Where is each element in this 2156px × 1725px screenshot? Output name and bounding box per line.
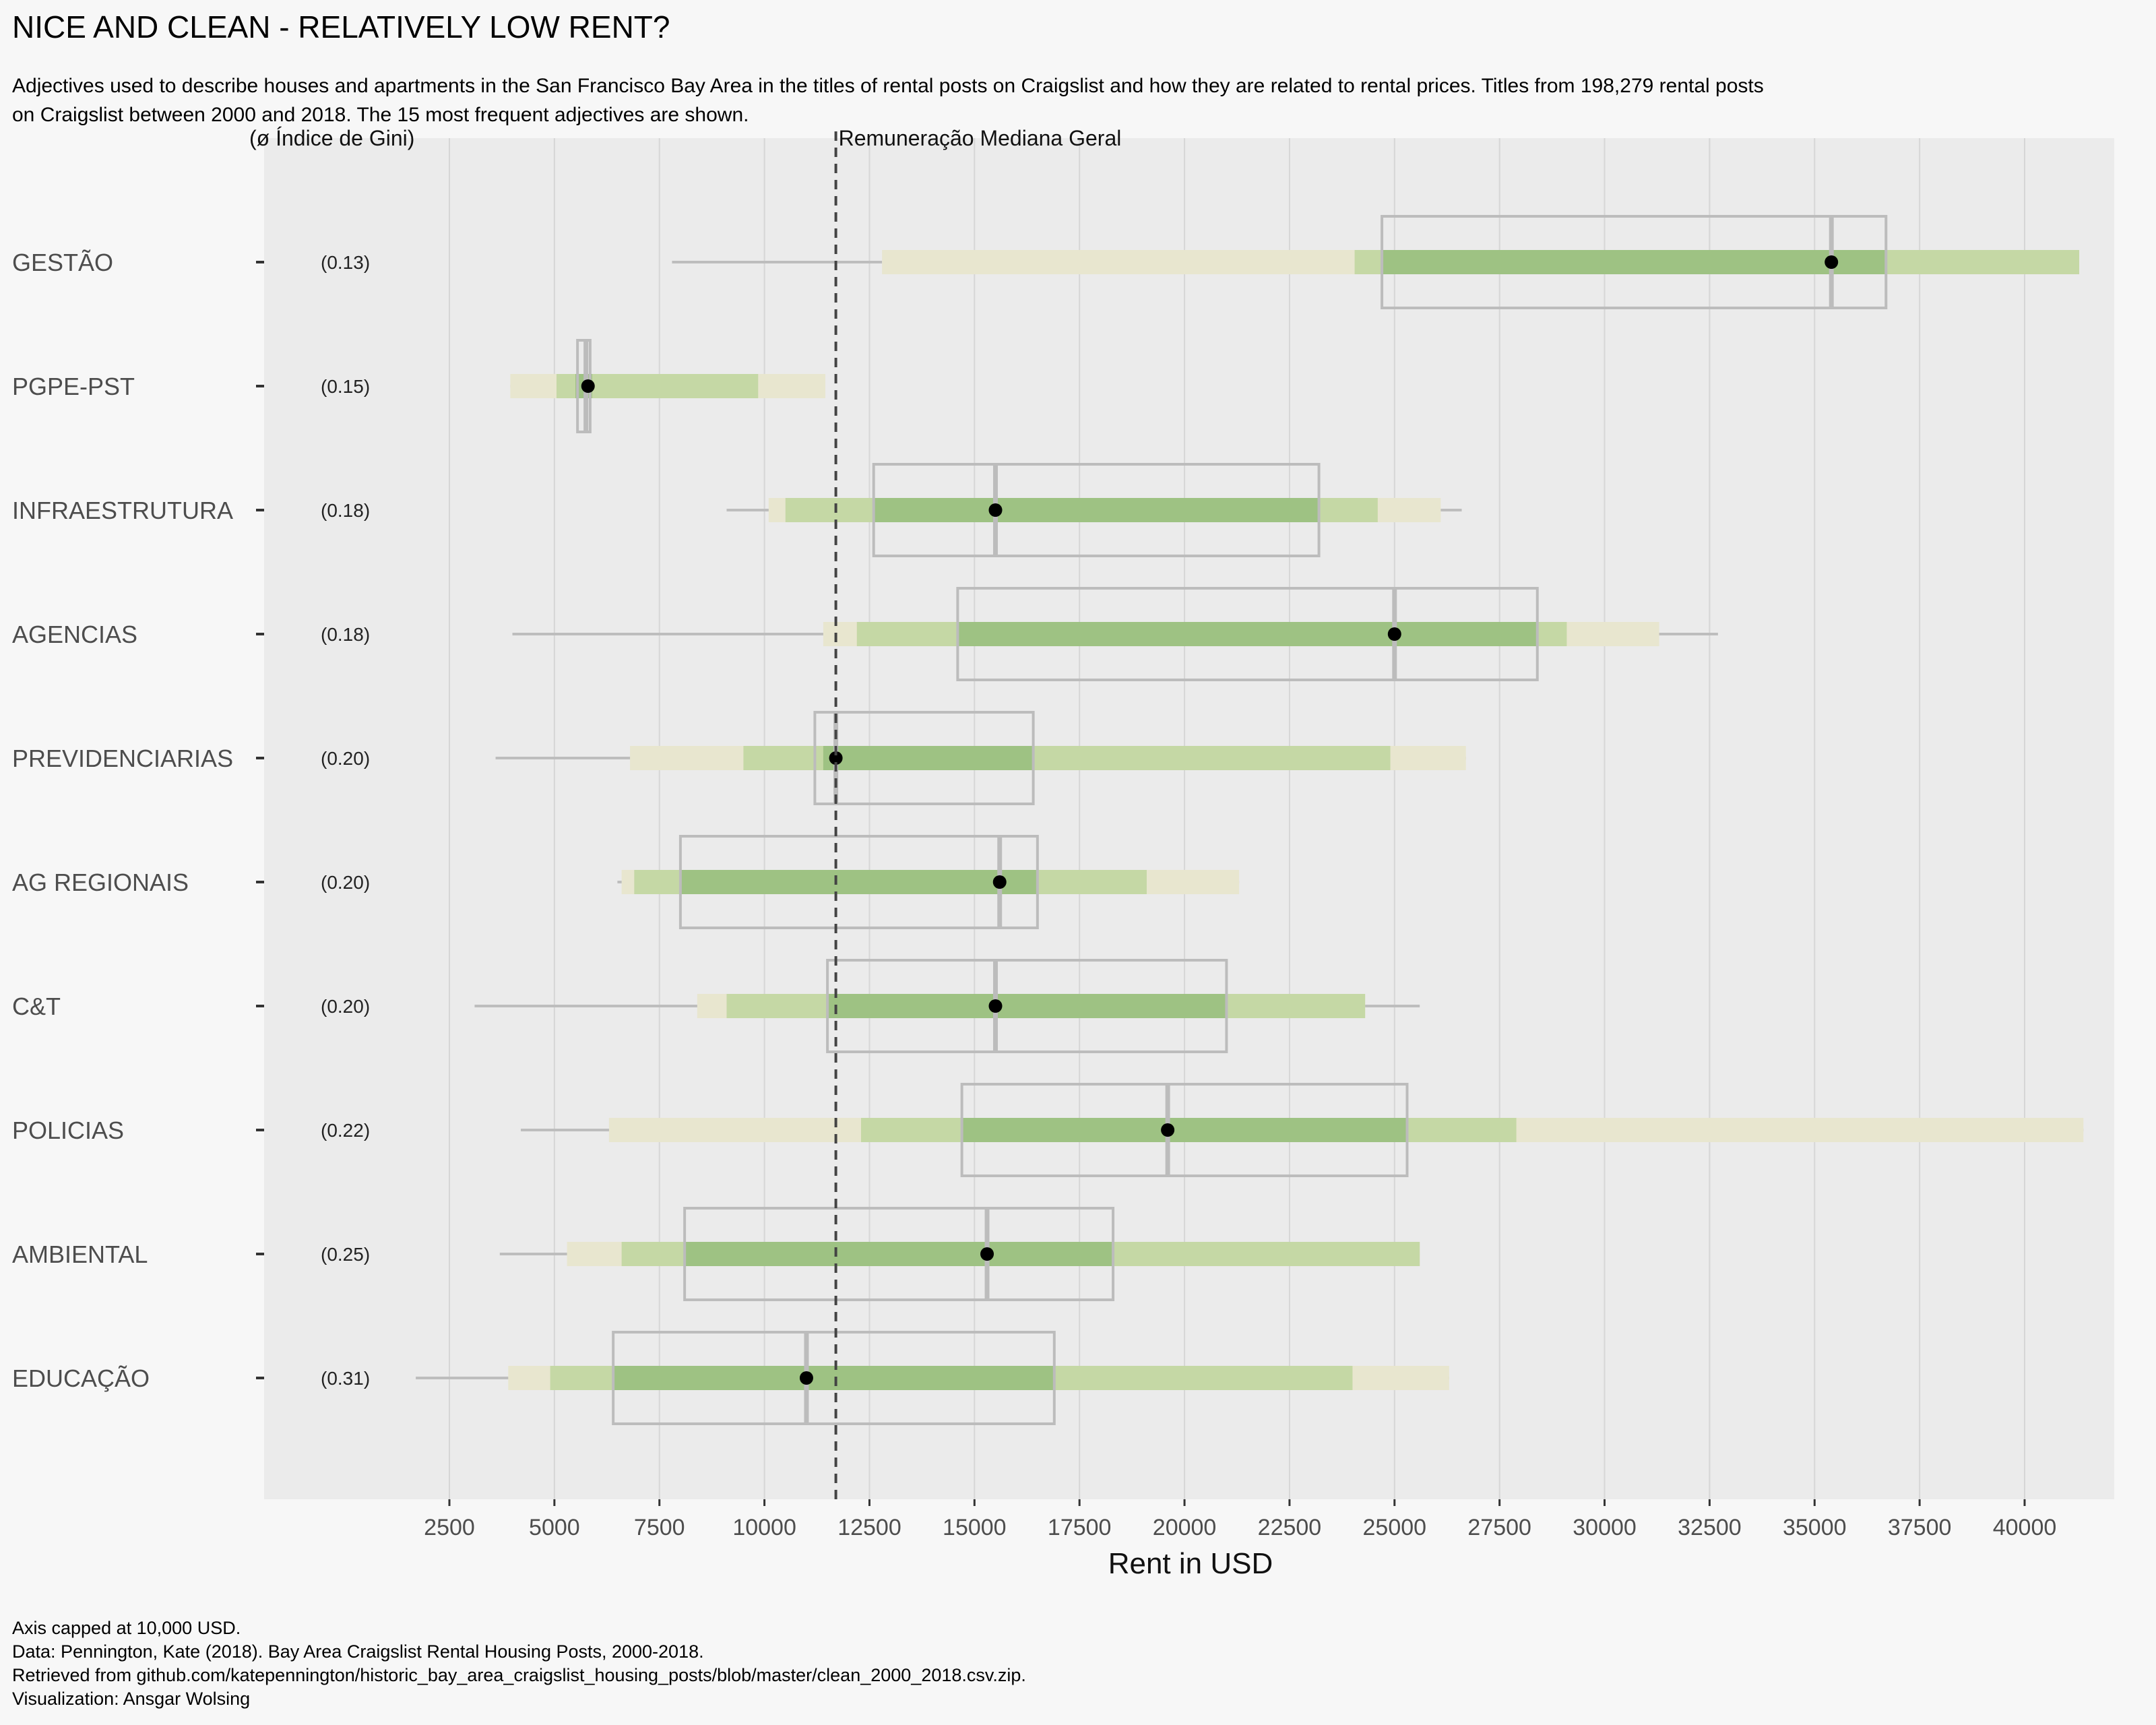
- category-label: GESTÃO: [12, 249, 113, 276]
- caption-line-1: Axis capped at 10,000 USD.: [12, 1618, 241, 1638]
- category-label: PGPE-PST: [12, 373, 135, 400]
- interval-band-inner: [613, 1366, 1054, 1390]
- mean-point: [980, 1247, 994, 1261]
- gini-value: (0.13): [321, 252, 370, 273]
- grid-lines: [449, 138, 2025, 1499]
- chart-subtitle-line-1: Adjectives used to describe houses and a…: [12, 75, 1764, 97]
- x-tick-label: 20000: [1153, 1515, 1217, 1540]
- box-outline: [1381, 215, 1888, 309]
- interval-band-inner: [823, 746, 1034, 770]
- mean-point: [1825, 255, 1839, 269]
- category-row: AMBIENTAL (0.25): [12, 1207, 1420, 1301]
- x-tick-label: 25000: [1363, 1515, 1427, 1540]
- x-tick-label: 17500: [1048, 1515, 1112, 1540]
- box-outline: [956, 587, 1539, 681]
- box-outline: [872, 463, 1321, 557]
- mean-point: [992, 875, 1007, 889]
- interval-band-inner: [685, 1242, 1114, 1266]
- x-tick-label: 10000: [732, 1515, 796, 1540]
- caption-line-2: Data: Pennington, Kate (2018). Bay Area …: [12, 1641, 704, 1662]
- gini-value: (0.15): [321, 376, 370, 397]
- mean-point: [829, 751, 843, 765]
- x-tick-label: 30000: [1573, 1515, 1637, 1540]
- mean-point: [988, 503, 1003, 517]
- x-tick-label: 5000: [529, 1515, 580, 1540]
- gini-value: (0.20): [321, 748, 370, 769]
- x-tick-label: 40000: [1993, 1515, 2057, 1540]
- category-row: GESTÃO (0.13): [12, 215, 2080, 309]
- mean-point: [1387, 627, 1401, 641]
- category-label: POLICIAS: [12, 1117, 124, 1144]
- category-row: EDUCAÇÃO (0.31): [12, 1331, 1449, 1425]
- category-row: PREVIDENCIARIAS (0.20): [12, 711, 1466, 805]
- category-row: POLICIAS (0.22): [12, 1083, 2084, 1177]
- mean-point: [1161, 1123, 1175, 1137]
- category-label: PREVIDENCIARIAS: [12, 745, 233, 772]
- x-tick-label: 37500: [1888, 1515, 1952, 1540]
- caption-line-4: Visualization: Ansgar Wolsing: [12, 1689, 250, 1709]
- gini-value: (0.31): [321, 1368, 370, 1389]
- gini-value: (0.25): [321, 1244, 370, 1265]
- category-row: AG REGIONAIS (0.20): [12, 835, 1240, 929]
- mean-point: [799, 1371, 813, 1385]
- gini-header: (ø Índice de Gini): [249, 126, 414, 150]
- interval-band-inner: [873, 498, 1319, 522]
- box-outline: [826, 959, 1228, 1053]
- category-row: INFRAESTRUTURA (0.18): [12, 463, 1462, 557]
- category-rows: GESTÃO (0.13) PGPE-PST (0.15) INFRAESTRUTURA…: [12, 215, 2084, 1425]
- gini-value: (0.20): [321, 996, 370, 1017]
- box-outline: [612, 1331, 1056, 1425]
- category-label: AGENCIAS: [12, 621, 137, 648]
- x-tick-label: 22500: [1258, 1515, 1322, 1540]
- interval-band-inner: [957, 622, 1537, 646]
- x-tick-label: 32500: [1678, 1515, 1742, 1540]
- interval-band-inner: [680, 870, 1038, 894]
- reference-label: Remuneração Mediana Geral: [839, 126, 1122, 150]
- gini-value: (0.20): [321, 872, 370, 893]
- box-outline: [960, 1083, 1409, 1177]
- x-tick-label: 15000: [943, 1515, 1007, 1540]
- category-label: EDUCAÇÃO: [12, 1365, 150, 1392]
- box-outline: [813, 711, 1035, 805]
- plot-panel: [264, 138, 2114, 1499]
- interval-band-inner: [1382, 250, 1886, 274]
- category-row: PGPE-PST (0.15): [12, 339, 826, 433]
- category-label: C&T: [12, 993, 61, 1020]
- mean-point: [581, 379, 595, 393]
- interval-band-outer: [882, 250, 1355, 274]
- x-tick-label: 7500: [634, 1515, 685, 1540]
- x-tick-label: 27500: [1467, 1515, 1531, 1540]
- gini-value: (0.18): [321, 500, 370, 521]
- gini-value: (0.22): [321, 1120, 370, 1141]
- caption-line-3: Retrieved from github.com/katepennington…: [12, 1665, 1026, 1685]
- x-tick-label: 12500: [837, 1515, 901, 1540]
- category-row: C&T (0.20): [12, 959, 1420, 1053]
- box-outline: [678, 835, 1039, 929]
- category-row: AGENCIAS (0.18): [12, 587, 1718, 681]
- category-label: AMBIENTAL: [12, 1241, 148, 1268]
- chart-title: NICE AND CLEAN - RELATIVELY LOW RENT?: [12, 9, 670, 44]
- gini-value: (0.18): [321, 624, 370, 645]
- mean-point: [988, 999, 1003, 1013]
- box-outline: [683, 1207, 1115, 1301]
- x-tick-label: 2500: [424, 1515, 475, 1540]
- interval-band-inner: [827, 994, 1227, 1018]
- x-tick-label: 35000: [1783, 1515, 1847, 1540]
- x-axis-ticks: 2500 5000 7500 10000 12500 15000 17500 20000 225…: [424, 1499, 2056, 1540]
- x-axis-label: Rent in USD: [1108, 1547, 1273, 1580]
- chart-subtitle-line-2: on Craigslist between 2000 and 2018. The…: [12, 104, 749, 126]
- interval-band-inner: [961, 1118, 1407, 1142]
- category-label: AG REGIONAIS: [12, 869, 189, 896]
- category-label: INFRAESTRUTURA: [12, 497, 233, 524]
